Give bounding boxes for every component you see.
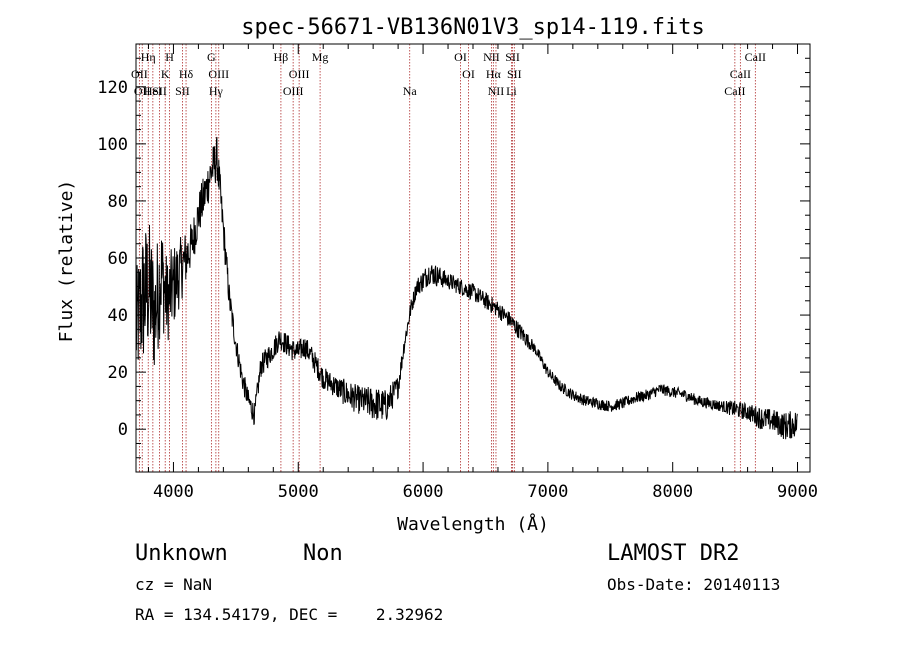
y-axis-label: Flux (relative)	[56, 180, 77, 343]
line-label-OIII: OIII	[283, 84, 304, 98]
spectrum-series-line	[135, 136, 798, 440]
spectral-line-labels: OIIOIIHηHeISIIKHHδSIIGHγOIIIHβOIIIOIIIMg…	[131, 50, 766, 98]
line-label-NII: NII	[488, 84, 505, 98]
line-label-CaII: CaII	[730, 67, 751, 81]
y-tick-label: 60	[108, 249, 128, 269]
line-label-SII: SII	[175, 84, 190, 98]
line-label-SII: SII	[507, 67, 522, 81]
line-label-HeI: HeI	[144, 84, 162, 98]
line-label-SII: SII	[152, 84, 167, 98]
y-tick-label: 100	[97, 135, 128, 155]
x-tick-label: 9000	[777, 482, 818, 502]
y-axis-ticks: 0 20 40 60 80 100 120	[97, 57, 810, 459]
line-label-Hα: Hα	[486, 67, 502, 81]
line-label-Mg: Mg	[312, 50, 329, 64]
line-label-Na: Na	[403, 84, 418, 98]
y-tick-label: 120	[97, 78, 128, 98]
line-label-OI: OI	[454, 50, 467, 64]
observation-date: Obs-Date: 20140113	[607, 575, 780, 594]
x-tick-label: 6000	[403, 482, 444, 502]
line-label-Hδ: Hδ	[179, 67, 194, 81]
x-tick-label: 4000	[153, 482, 194, 502]
spectral-class: Unknown	[135, 541, 228, 566]
line-label-Li: Li	[506, 84, 517, 98]
line-label-NII: NII	[483, 50, 500, 64]
spectral-line-markers	[138, 44, 756, 472]
chart-title: spec-56671-VB136N01V3_sp14-119.fits	[241, 15, 705, 40]
line-label-Hγ: Hγ	[209, 84, 224, 98]
line-label-CaII: CaII	[745, 50, 766, 64]
ra-dec-coordinates: RA = 134.54179, DEC = 2.32962	[135, 605, 443, 624]
y-tick-label: 20	[108, 363, 128, 383]
line-label-OII: OII	[131, 67, 148, 81]
line-label-CaII: CaII	[724, 84, 745, 98]
line-label-OI: OI	[462, 67, 475, 81]
line-label-H: H	[165, 50, 174, 64]
x-tick-label: 8000	[652, 482, 693, 502]
survey-name: LAMOST DR2	[607, 541, 739, 566]
x-tick-label: 5000	[278, 482, 319, 502]
line-label-K: K	[161, 67, 170, 81]
plot-frame	[135, 43, 811, 473]
x-tick-label: 7000	[527, 482, 568, 502]
line-label-G: G	[207, 50, 216, 64]
x-axis-ticks: 4000 5000 6000 7000 8000 9000	[147, 44, 818, 502]
y-tick-label: 40	[108, 306, 128, 326]
x-axis-label: Wavelength (Å)	[397, 513, 549, 535]
y-tick-label: 0	[118, 420, 128, 440]
line-label-OIII: OIII	[289, 67, 310, 81]
line-label-Hη: Hη	[141, 50, 156, 64]
line-label-Hβ: Hβ	[274, 50, 289, 64]
spectral-subclass: Non	[303, 541, 343, 566]
redshift-cz: cz = NaN	[135, 575, 212, 594]
line-label-OIII: OIII	[208, 67, 229, 81]
y-tick-label: 80	[108, 192, 128, 212]
line-label-OII: OII	[134, 84, 151, 98]
line-label-SII: SII	[505, 50, 520, 64]
